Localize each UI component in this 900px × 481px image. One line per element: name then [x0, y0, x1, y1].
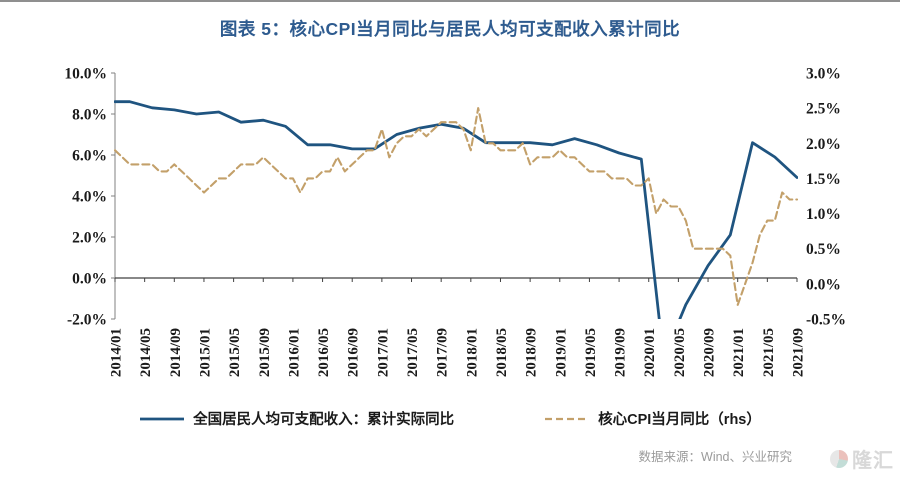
chart-svg: 10.0% 8.0% 6.0% 4.0% 2.0% 0.0% -2.0% 3.0% 2.5% 2.…: [64, 66, 846, 378]
svg-text:2019/09: 2019/09: [613, 328, 629, 377]
svg-text:2016/01: 2016/01: [286, 328, 302, 377]
legend-label-income: 全国居民人均可支配收入：累计实际同比: [193, 412, 455, 428]
left-axis-labels: 10.0% 8.0% 6.0% 4.0% 2.0% 0.0% -2.0%: [64, 66, 107, 329]
legend-label-cpi: 核心CPI当月同比（rhs）: [598, 412, 761, 428]
svg-text:2018/09: 2018/09: [524, 328, 540, 377]
svg-text:2.5%: 2.5%: [806, 101, 841, 118]
svg-text:6.0%: 6.0%: [72, 148, 107, 165]
svg-text:0.0%: 0.0%: [72, 271, 107, 288]
watermark-logo: 隆汇: [830, 444, 894, 473]
series-core-cpi-line: [114, 107, 798, 306]
svg-text:2017/01: 2017/01: [375, 328, 391, 377]
svg-text:2021/01: 2021/01: [731, 328, 747, 377]
series-income-line: [114, 100, 798, 319]
svg-text:2014/01: 2014/01: [109, 328, 125, 377]
top-border: [0, 0, 900, 2]
svg-text:2015/05: 2015/05: [227, 328, 243, 377]
cpi-line-sample: [545, 417, 590, 420]
svg-text:0.5%: 0.5%: [806, 241, 841, 258]
svg-text:2014/09: 2014/09: [168, 328, 184, 377]
svg-text:10.0%: 10.0%: [64, 66, 107, 83]
svg-text:4.0%: 4.0%: [72, 189, 107, 206]
axes: [111, 72, 798, 320]
watermark-text: 隆汇: [852, 450, 894, 472]
svg-text:1.5%: 1.5%: [806, 171, 841, 188]
svg-text:2016/05: 2016/05: [316, 328, 332, 377]
svg-text:2015/09: 2015/09: [257, 328, 273, 377]
svg-text:2021/09: 2021/09: [791, 328, 807, 377]
svg-text:2017/05: 2017/05: [405, 328, 421, 377]
svg-text:8.0%: 8.0%: [72, 107, 107, 124]
svg-text:2020/01: 2020/01: [642, 328, 658, 377]
svg-text:2015/01: 2015/01: [197, 328, 213, 377]
chart-title: 图表 5：核心CPI当月同比与居民人均可支配收入累计同比: [219, 19, 681, 39]
svg-text:-2.0%: -2.0%: [67, 312, 107, 329]
data-source: 数据来源：Wind、兴业研究: [638, 450, 792, 464]
legend-item-cpi: 核心CPI当月同比（rhs）: [544, 408, 761, 429]
svg-text:2020/05: 2020/05: [672, 328, 688, 377]
svg-text:2020/09: 2020/09: [702, 328, 718, 377]
legend: 全国居民人均可支配收入：累计实际同比 核心CPI当月同比（rhs）: [0, 408, 900, 429]
svg-text:2016/09: 2016/09: [346, 328, 362, 377]
svg-text:2019/05: 2019/05: [583, 328, 599, 377]
svg-text:2019/01: 2019/01: [553, 328, 569, 377]
svg-text:2.0%: 2.0%: [72, 230, 107, 247]
svg-text:3.0%: 3.0%: [806, 66, 841, 83]
legend-item-income: 全国居民人均可支配收入：累计实际同比: [139, 408, 454, 429]
svg-text:0.0%: 0.0%: [806, 276, 841, 293]
svg-text:1.0%: 1.0%: [806, 206, 841, 223]
svg-text:2014/05: 2014/05: [138, 328, 154, 377]
income-line-sample: [140, 417, 185, 420]
svg-text:2017/09: 2017/09: [435, 328, 451, 377]
svg-text:-0.5%: -0.5%: [806, 312, 846, 329]
svg-text:2.0%: 2.0%: [806, 136, 841, 153]
svg-text:2018/01: 2018/01: [464, 328, 480, 377]
right-axis-labels: 3.0% 2.5% 2.0% 1.5% 1.0% 0.5% 0.0% -0.5%: [806, 66, 846, 329]
watermark-icon: [830, 449, 848, 468]
svg-text:2021/05: 2021/05: [761, 328, 777, 377]
x-axis-labels: 2014/01 2014/05 2014/09 2015/01 2015/05 2015/…: [109, 328, 807, 377]
svg-text:2018/05: 2018/05: [494, 328, 510, 377]
